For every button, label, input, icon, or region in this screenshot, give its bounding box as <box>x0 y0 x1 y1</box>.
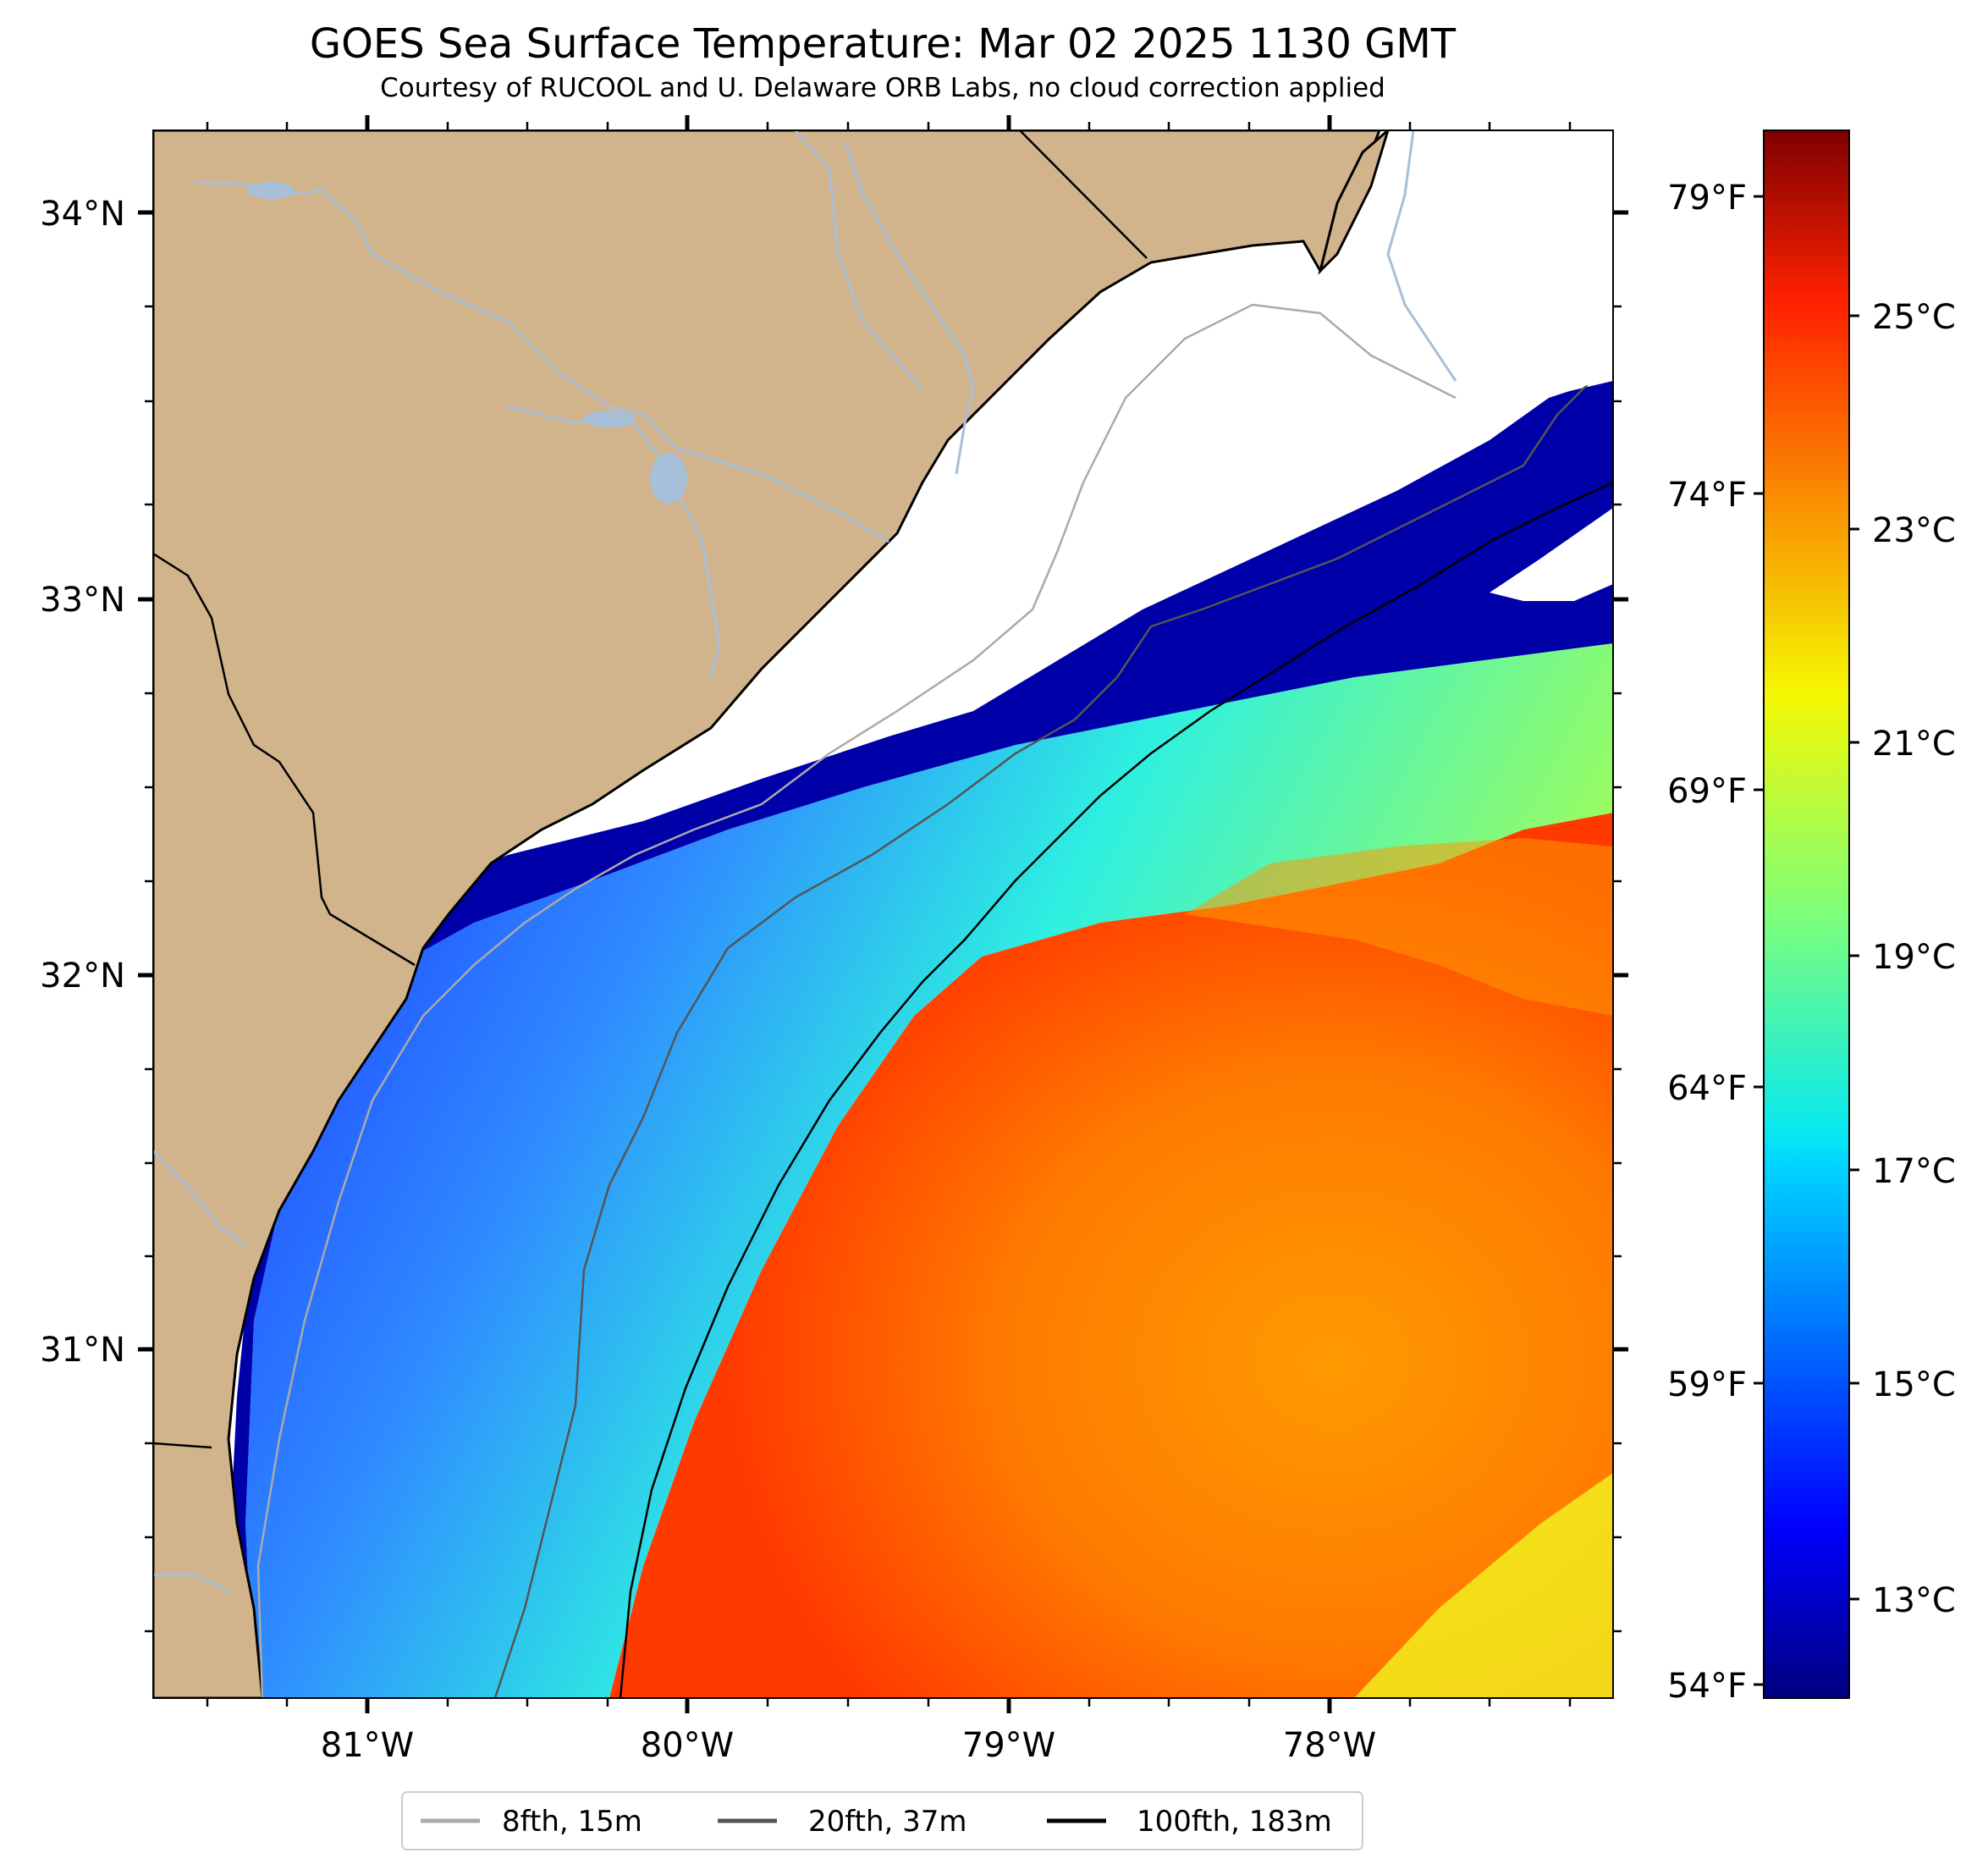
map-subtitle: Courtesy of RUCOOL and U. Delaware ORB L… <box>380 73 1385 103</box>
fahrenheit-tick-label: 64°F <box>1667 1069 1747 1108</box>
land-cape-fear <box>1318 130 1390 275</box>
celsius-tick-label: 15°C <box>1872 1365 1956 1404</box>
celsius-tick-label: 25°C <box>1872 298 1956 337</box>
lake-moultrie <box>584 411 635 427</box>
legend-label: 100fth, 183m <box>1137 1805 1332 1839</box>
lat-tick-label: 31°N <box>40 1331 125 1370</box>
map-title: GOES Sea Surface Temperature: Mar 02 202… <box>310 20 1457 68</box>
fahrenheit-tick-label: 69°F <box>1667 772 1747 811</box>
legend-label: 8fth, 15m <box>502 1805 642 1839</box>
celsius-tick-label: 17°C <box>1872 1152 1956 1191</box>
cool-patch-southeast <box>1354 1473 1613 1698</box>
legend-label: 20fth, 37m <box>808 1805 967 1839</box>
latitude-axis: 34°N 33°N 32°N 31°N <box>40 195 1628 1370</box>
gulf-stream-warm-water <box>609 813 1613 1698</box>
celsius-tick-label: 19°C <box>1872 938 1956 977</box>
celsius-tick-label: 21°C <box>1872 725 1956 764</box>
warm-patch-northeast <box>1185 838 1613 1016</box>
state-border-sc-ga <box>153 552 416 967</box>
isobath-8fth <box>256 303 1457 1698</box>
isobath-legend: 8fth, 15m 20fth, 37m 100fth, 183m <box>401 1791 1363 1850</box>
colorbar <box>1763 130 1850 1699</box>
lat-tick-label: 32°N <box>40 957 125 995</box>
lon-tick-label: 80°W <box>641 1726 734 1765</box>
shelf-water <box>245 643 1613 1698</box>
lake-marion <box>650 453 687 504</box>
lat-tick-label: 34°N <box>40 195 125 234</box>
fahrenheit-tick-label: 59°F <box>1667 1365 1747 1404</box>
fahrenheit-tick-label: 79°F <box>1667 179 1747 218</box>
state-border-nc-sc <box>1019 130 1148 259</box>
celsius-tick-label: 13°C <box>1872 1581 1956 1620</box>
cloud-patch-north <box>1396 322 1613 440</box>
map-area <box>153 130 1613 1698</box>
longitude-axis: 81°W 80°W 79°W 78°W <box>321 115 1376 1765</box>
state-border-ga-fl <box>153 1442 212 1449</box>
lake-northwest <box>247 182 295 199</box>
lon-tick-label: 78°W <box>1283 1726 1376 1765</box>
land-mainland <box>153 130 1381 1698</box>
cold-coastal-water <box>229 381 1613 1698</box>
cloud-patch-northeast <box>1490 508 1613 601</box>
minor-ticks <box>145 122 1622 1707</box>
celsius-axis: 25°C 23°C 21°C 19°C 17°C 15°C 13°C <box>1849 298 1956 1620</box>
fahrenheit-axis: 79°F 74°F 69°F 64°F 59°F 54°F <box>1667 179 1764 1706</box>
map-frame <box>152 130 1614 1699</box>
isobath-100fth <box>619 481 1613 1698</box>
isobath-20fth <box>493 363 1613 1698</box>
lat-tick-label: 33°N <box>40 581 125 620</box>
celsius-tick-label: 23°C <box>1872 511 1956 550</box>
lon-tick-label: 79°W <box>962 1726 1055 1765</box>
fahrenheit-tick-label: 74°F <box>1667 476 1747 515</box>
fahrenheit-tick-label: 54°F <box>1667 1667 1747 1706</box>
legend-box <box>401 1791 1363 1850</box>
lon-tick-label: 81°W <box>321 1726 414 1765</box>
